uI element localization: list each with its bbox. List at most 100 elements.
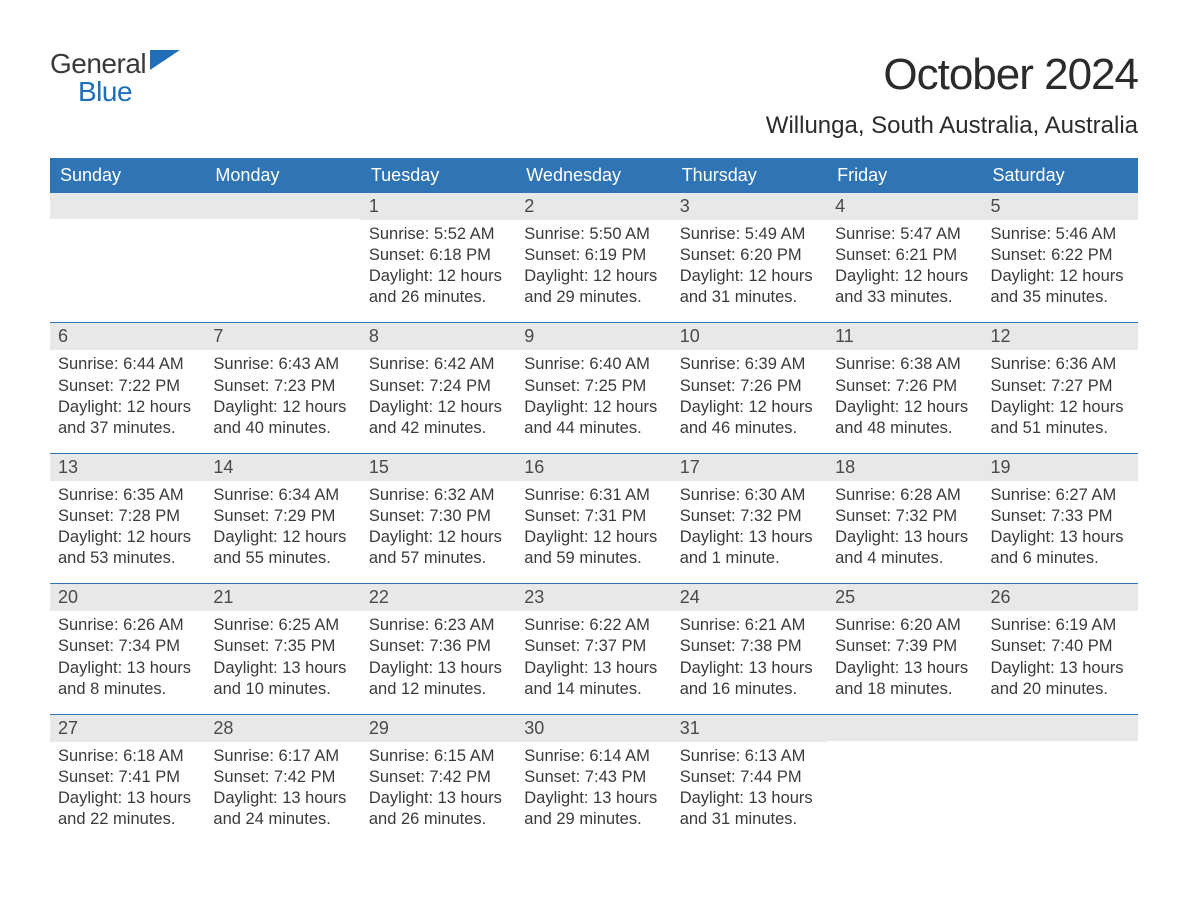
daylight-line2: and 48 minutes. [835,418,974,439]
sunset: Sunset: 7:40 PM [991,636,1130,657]
sunrise: Sunrise: 6:21 AM [680,615,819,636]
day-number [205,193,360,219]
day-details: Sunrise: 6:15 AMSunset: 7:42 PMDaylight:… [361,742,516,830]
sunset: Sunset: 7:27 PM [991,376,1130,397]
calendar-day: 9Sunrise: 6:40 AMSunset: 7:25 PMDaylight… [516,323,671,452]
sunrise: Sunrise: 6:22 AM [524,615,663,636]
sunset: Sunset: 7:41 PM [58,767,197,788]
daylight-line2: and 55 minutes. [213,548,352,569]
daylight-line1: Daylight: 13 hours [524,658,663,679]
sunrise: Sunrise: 6:27 AM [991,485,1130,506]
sunset: Sunset: 7:29 PM [213,506,352,527]
day-details: Sunrise: 6:22 AMSunset: 7:37 PMDaylight:… [516,611,671,699]
day-details: Sunrise: 6:34 AMSunset: 7:29 PMDaylight:… [205,481,360,569]
sunrise: Sunrise: 6:35 AM [58,485,197,506]
sunrise: Sunrise: 5:50 AM [524,224,663,245]
day-details: Sunrise: 6:35 AMSunset: 7:28 PMDaylight:… [50,481,205,569]
day-number: 25 [827,584,982,611]
day-number: 11 [827,323,982,350]
calendar-day: 23Sunrise: 6:22 AMSunset: 7:37 PMDayligh… [516,584,671,713]
calendar-day: 20Sunrise: 6:26 AMSunset: 7:34 PMDayligh… [50,584,205,713]
calendar-day: 25Sunrise: 6:20 AMSunset: 7:39 PMDayligh… [827,584,982,713]
day-details: Sunrise: 5:50 AMSunset: 6:19 PMDaylight:… [516,220,671,308]
daylight-line2: and 31 minutes. [680,287,819,308]
day-number: 14 [205,454,360,481]
dow-tuesday: Tuesday [361,158,516,193]
daylight-line2: and 59 minutes. [524,548,663,569]
daylight-line1: Daylight: 13 hours [369,788,508,809]
sunset: Sunset: 7:44 PM [680,767,819,788]
calendar-day: 31Sunrise: 6:13 AMSunset: 7:44 PMDayligh… [672,715,827,844]
calendar-day: 4Sunrise: 5:47 AMSunset: 6:21 PMDaylight… [827,193,982,322]
daylight-line2: and 26 minutes. [369,809,508,830]
calendar-day: 3Sunrise: 5:49 AMSunset: 6:20 PMDaylight… [672,193,827,322]
day-number: 18 [827,454,982,481]
daylight-line1: Daylight: 12 hours [369,397,508,418]
sunrise: Sunrise: 6:18 AM [58,746,197,767]
daylight-line1: Daylight: 12 hours [58,527,197,548]
daylight-line1: Daylight: 13 hours [991,527,1130,548]
daylight-line1: Daylight: 12 hours [680,397,819,418]
sunrise: Sunrise: 6:30 AM [680,485,819,506]
day-details [827,741,982,745]
daylight-line1: Daylight: 13 hours [58,788,197,809]
sunset: Sunset: 7:28 PM [58,506,197,527]
day-details: Sunrise: 6:20 AMSunset: 7:39 PMDaylight:… [827,611,982,699]
day-number [50,193,205,219]
daylight-line1: Daylight: 12 hours [369,266,508,287]
calendar-day: 30Sunrise: 6:14 AMSunset: 7:43 PMDayligh… [516,715,671,844]
day-number [827,715,982,741]
calendar-day: 1Sunrise: 5:52 AMSunset: 6:18 PMDaylight… [361,193,516,322]
day-details: Sunrise: 6:17 AMSunset: 7:42 PMDaylight:… [205,742,360,830]
dow-header: Sunday Monday Tuesday Wednesday Thursday… [50,158,1138,193]
daylight-line2: and 4 minutes. [835,548,974,569]
calendar-day: 2Sunrise: 5:50 AMSunset: 6:19 PMDaylight… [516,193,671,322]
day-details: Sunrise: 6:44 AMSunset: 7:22 PMDaylight:… [50,350,205,438]
daylight-line1: Daylight: 13 hours [835,527,974,548]
daylight-line2: and 53 minutes. [58,548,197,569]
day-details: Sunrise: 5:52 AMSunset: 6:18 PMDaylight:… [361,220,516,308]
day-details: Sunrise: 6:13 AMSunset: 7:44 PMDaylight:… [672,742,827,830]
day-number: 10 [672,323,827,350]
page-title: October 2024 [766,50,1138,100]
sunrise: Sunrise: 5:52 AM [369,224,508,245]
daylight-line1: Daylight: 13 hours [680,788,819,809]
daylight-line2: and 14 minutes. [524,679,663,700]
day-details: Sunrise: 6:43 AMSunset: 7:23 PMDaylight:… [205,350,360,438]
calendar-day: 12Sunrise: 6:36 AMSunset: 7:27 PMDayligh… [983,323,1138,452]
daylight-line1: Daylight: 12 hours [835,266,974,287]
sunrise: Sunrise: 6:26 AM [58,615,197,636]
calendar-day: 18Sunrise: 6:28 AMSunset: 7:32 PMDayligh… [827,454,982,583]
daylight-line2: and 10 minutes. [213,679,352,700]
sunrise: Sunrise: 5:49 AM [680,224,819,245]
day-number: 17 [672,454,827,481]
calendar-day: 17Sunrise: 6:30 AMSunset: 7:32 PMDayligh… [672,454,827,583]
sunset: Sunset: 7:36 PM [369,636,508,657]
sunrise: Sunrise: 6:13 AM [680,746,819,767]
sunrise: Sunrise: 5:47 AM [835,224,974,245]
day-details: Sunrise: 6:40 AMSunset: 7:25 PMDaylight:… [516,350,671,438]
calendar-week: 6Sunrise: 6:44 AMSunset: 7:22 PMDaylight… [50,322,1138,452]
day-number: 9 [516,323,671,350]
daylight-line1: Daylight: 12 hours [369,527,508,548]
calendar-day [827,715,982,844]
sunset: Sunset: 7:22 PM [58,376,197,397]
sunrise: Sunrise: 6:15 AM [369,746,508,767]
daylight-line2: and 29 minutes. [524,809,663,830]
daylight-line2: and 35 minutes. [991,287,1130,308]
daylight-line2: and 22 minutes. [58,809,197,830]
day-number: 26 [983,584,1138,611]
calendar-day: 15Sunrise: 6:32 AMSunset: 7:30 PMDayligh… [361,454,516,583]
day-details: Sunrise: 6:25 AMSunset: 7:35 PMDaylight:… [205,611,360,699]
sunrise: Sunrise: 6:43 AM [213,354,352,375]
sunset: Sunset: 7:24 PM [369,376,508,397]
sunrise: Sunrise: 6:38 AM [835,354,974,375]
daylight-line1: Daylight: 12 hours [680,266,819,287]
daylight-line2: and 29 minutes. [524,287,663,308]
sunset: Sunset: 7:35 PM [213,636,352,657]
daylight-line2: and 12 minutes. [369,679,508,700]
day-details: Sunrise: 6:28 AMSunset: 7:32 PMDaylight:… [827,481,982,569]
day-number: 31 [672,715,827,742]
daylight-line2: and 8 minutes. [58,679,197,700]
day-details: Sunrise: 6:38 AMSunset: 7:26 PMDaylight:… [827,350,982,438]
